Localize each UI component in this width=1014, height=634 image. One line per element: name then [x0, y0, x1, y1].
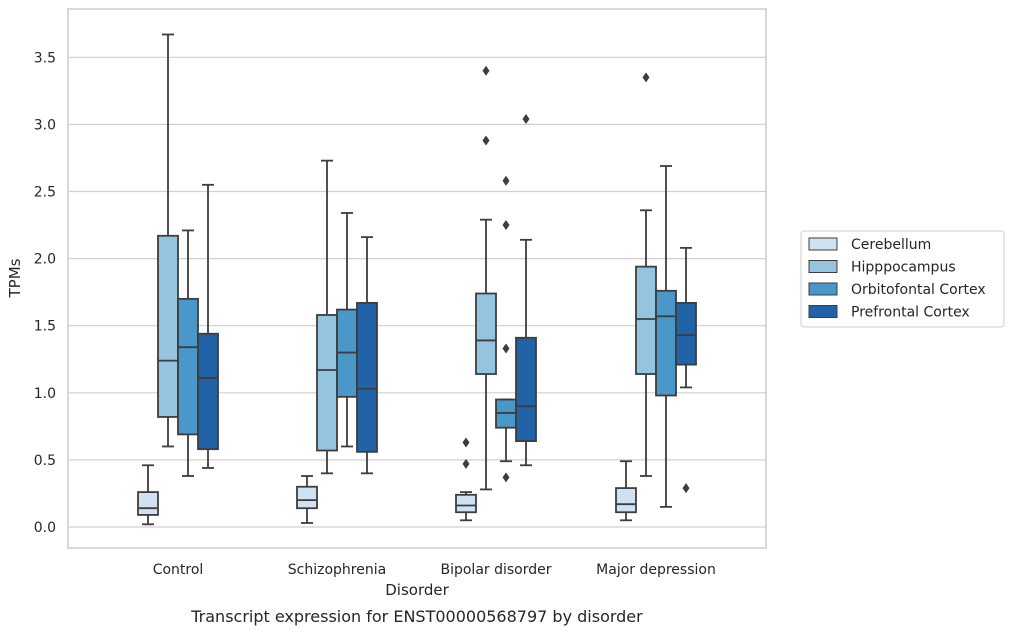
box [157, 33, 179, 448]
y-tick-label: 2.5 [34, 185, 56, 201]
box-body [137, 491, 159, 516]
box [177, 229, 199, 477]
outlier-point [462, 437, 470, 448]
legend-label: Hipppocampus [851, 260, 956, 276]
box-body [455, 493, 477, 514]
box-body [515, 336, 537, 443]
box [515, 114, 537, 467]
box [675, 246, 697, 494]
box-body [635, 265, 657, 375]
box-series [137, 33, 697, 526]
box-body [177, 297, 199, 436]
box-body [615, 487, 637, 514]
box [197, 183, 219, 469]
outlier-point [682, 483, 690, 494]
box [316, 159, 338, 475]
y-axis-ticks: 0.0 0.5 1.0 1.5 2.0 2.5 3.0 3.5 [34, 50, 56, 536]
y-axis-title: TPMs [6, 258, 24, 298]
y-tick-label: 2.0 [34, 252, 56, 268]
y-tick-label: 3.5 [34, 50, 56, 66]
box-body [675, 301, 697, 366]
y-tick-label: 1.0 [34, 386, 56, 402]
box [475, 65, 497, 491]
outlier-point [462, 458, 470, 469]
legend-label: Cerebellum [851, 237, 931, 253]
x-tick-label: Major depression [596, 562, 716, 578]
outlier-point [482, 65, 490, 76]
y-tick-label: 1.5 [34, 319, 56, 335]
y-tick-label: 0.5 [34, 453, 56, 469]
box [455, 437, 477, 522]
legend: Cerebellum Hipppocampus Orbitofontal Corte… [800, 230, 1005, 328]
legend-label: Prefrontal Cortex [851, 305, 970, 321]
box-body [475, 292, 497, 375]
outlier-point [502, 343, 510, 354]
chart-caption: Transcript expression for ENST0000056879… [190, 607, 643, 626]
plot-frame [67, 8, 767, 549]
legend-swatch [808, 237, 838, 251]
y-tick-label: 3.0 [34, 117, 56, 133]
y-tick-label: 0.0 [34, 520, 56, 536]
box [655, 165, 677, 508]
box [635, 72, 657, 477]
x-axis-ticks: Control Schizophrenia Bipolar disorder Majo… [153, 562, 716, 578]
outlier-point [502, 175, 510, 186]
series-hipppocampus [157, 33, 657, 491]
outlier-point [522, 114, 530, 125]
outlier-point [502, 472, 510, 483]
series-prefrontal-cortex [197, 114, 697, 494]
x-tick-label: Schizophrenia [288, 562, 386, 578]
box [296, 475, 318, 524]
legend-swatch [808, 260, 838, 273]
box-body [197, 332, 219, 451]
box-body [655, 289, 677, 397]
outlier-point [642, 72, 650, 83]
box [495, 175, 517, 483]
legend-box [800, 230, 1005, 328]
box [336, 212, 358, 448]
series-orbitofontal-cortex [177, 165, 677, 508]
box-body [296, 485, 318, 510]
x-tick-label: Bipolar disorder [440, 562, 551, 578]
box-body [157, 234, 179, 418]
box-body [356, 301, 378, 453]
box [137, 464, 159, 526]
legend-swatch [808, 282, 838, 296]
box [615, 460, 637, 522]
outlier-point [502, 220, 510, 231]
x-tick-label: Control [153, 562, 204, 578]
legend-label: Orbitofontal Cortex [851, 282, 986, 298]
series-cerebellum [137, 437, 637, 526]
box [356, 236, 378, 475]
legend-swatch [808, 305, 838, 318]
x-axis-title: Disorder [385, 581, 449, 599]
outlier-point [482, 135, 490, 146]
box-body [316, 314, 338, 452]
